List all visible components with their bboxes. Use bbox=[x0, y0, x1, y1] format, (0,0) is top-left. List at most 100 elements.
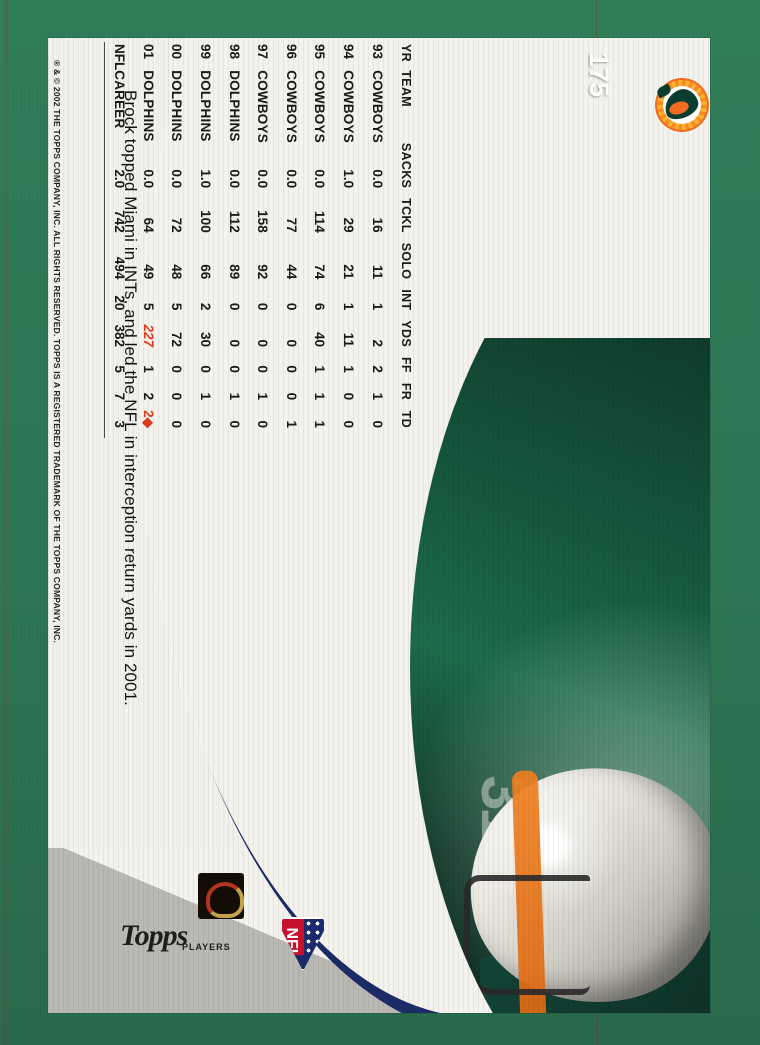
table-row: 93 COWBOYS 0.0 16 11 1 2 2 1 0 bbox=[363, 42, 392, 438]
cell-fr: 0 bbox=[169, 392, 185, 401]
cell-tckl: 742 bbox=[112, 210, 128, 233]
cell-yds: 382 bbox=[112, 324, 128, 347]
cell-yds: 11 bbox=[341, 332, 357, 347]
cell-yds: 30 bbox=[198, 331, 214, 347]
cell-team: COWBOYS bbox=[283, 70, 299, 143]
cell-int: 20 bbox=[112, 295, 128, 311]
cell-yr: 99 bbox=[198, 44, 214, 60]
cell-tckl: 77 bbox=[283, 217, 299, 233]
col-td: TD bbox=[398, 410, 413, 429]
cell-int: 0 bbox=[283, 302, 299, 311]
cell-team: DOLPHINS bbox=[198, 70, 214, 142]
cell-td: 0 bbox=[341, 420, 357, 429]
cell-solo: 49 bbox=[140, 264, 156, 280]
cell-int: 1 bbox=[341, 302, 357, 311]
stats-table-body: 93 COWBOYS 0.0 16 11 1 2 2 1 0 94 COWBOYS 1.0 29 21 1 11… bbox=[104, 42, 392, 439]
col-yds: YDS bbox=[398, 320, 413, 347]
cell-yr: 97 bbox=[255, 44, 271, 60]
cell-int: 5 bbox=[140, 302, 156, 311]
cell-ff: 0 bbox=[283, 365, 299, 373]
cell-sacks: 0.0 bbox=[169, 169, 185, 189]
cell-solo: 494 bbox=[112, 256, 128, 280]
cell-yds: 0 bbox=[283, 339, 299, 347]
cell-fr: 2 bbox=[140, 392, 156, 401]
cell-int: 0 bbox=[226, 302, 242, 311]
stats-table-head: YR TEAM SACKS TCKL SOLO INT YDS FF FR TD bbox=[391, 42, 420, 438]
cell-team: COWBOYS bbox=[369, 70, 385, 143]
cell-td: 0 bbox=[169, 420, 185, 429]
table-row: 95 COWBOYS 0.0 114 74 6 40 1 1 1 bbox=[306, 42, 335, 438]
col-ff: FF bbox=[398, 356, 413, 373]
cell-yds: 40 bbox=[312, 331, 328, 347]
cell-ff: 0 bbox=[255, 365, 271, 373]
stats-header-row: YR TEAM SACKS TCKL SOLO INT YDS FF FR TD bbox=[391, 42, 420, 438]
cell-ff: 5 bbox=[112, 365, 128, 373]
cell-yr: 00 bbox=[169, 44, 185, 60]
cell-yds: 227 bbox=[140, 324, 156, 347]
cell-team: COWBOYS bbox=[312, 70, 328, 143]
card-face: 31 Brock Marion Safety Ht: 5'11" Wt: 205… bbox=[48, 38, 710, 1013]
cell-team: CAREER bbox=[112, 70, 128, 129]
cell-solo: 89 bbox=[226, 264, 242, 280]
cell-yr: 01 bbox=[140, 44, 156, 60]
cell-yr: NFL bbox=[112, 44, 128, 71]
cell-fr: 1 bbox=[369, 392, 385, 401]
col-yr: YR bbox=[398, 44, 413, 62]
col-sacks: SACKS bbox=[398, 142, 413, 189]
cell-team: DOLPHINS bbox=[140, 70, 156, 142]
cell-yr: 95 bbox=[312, 44, 328, 60]
cell-tckl: 29 bbox=[341, 217, 357, 233]
cell-tckl: 114 bbox=[312, 210, 328, 233]
cell-tckl: 64 bbox=[140, 217, 156, 233]
cell-sacks: 0.0 bbox=[255, 169, 271, 189]
col-fr: FR bbox=[398, 382, 413, 401]
cell-fr: 1 bbox=[226, 392, 242, 401]
cell-sacks: 1.0 bbox=[198, 169, 214, 189]
nfl-shield-icon: NFL bbox=[280, 917, 326, 971]
cell-solo: 66 bbox=[198, 264, 214, 280]
table-row: 01 DOLPHINS 0.0 64 49 5 227 1 2 2◆ bbox=[134, 42, 163, 438]
cell-td: 1 bbox=[312, 420, 328, 429]
cell-ff: 1 bbox=[341, 365, 357, 373]
cell-ff: 1 bbox=[312, 365, 328, 373]
cell-td: 0 bbox=[198, 420, 214, 429]
cell-ff: 0 bbox=[169, 365, 185, 373]
cell-int: 1 bbox=[369, 302, 385, 311]
cell-solo: 44 bbox=[283, 264, 299, 280]
table-row: 94 COWBOYS 1.0 29 21 1 11 1 0 0 bbox=[334, 42, 363, 438]
table-row: 99 DOLPHINS 1.0 100 66 2 30 0 1 0 bbox=[191, 42, 220, 438]
cell-yds: 2 bbox=[369, 339, 385, 347]
cell-sacks: 1.0 bbox=[341, 169, 357, 189]
cell-sacks: 0.0 bbox=[283, 169, 299, 189]
cell-solo: 48 bbox=[169, 264, 185, 280]
player-photo: 31 bbox=[410, 338, 710, 1013]
cell-int: 0 bbox=[255, 302, 271, 311]
topps-logo: Topps bbox=[120, 919, 188, 952]
cell-tckl: 72 bbox=[169, 217, 185, 233]
cell-ff: 0 bbox=[198, 365, 214, 373]
cell-yds: 0 bbox=[255, 339, 271, 347]
cell-ff: 1 bbox=[140, 365, 156, 373]
cell-yds: 72 bbox=[169, 331, 185, 347]
cell-solo: 74 bbox=[312, 264, 328, 280]
table-row: 97 COWBOYS 0.0 158 92 0 0 0 1 0 bbox=[248, 42, 277, 438]
players-inc-badge bbox=[198, 873, 244, 919]
topps-wordmark: Topps bbox=[120, 919, 188, 952]
cell-team: COWBOYS bbox=[341, 70, 357, 143]
cell-sacks: 0.0 bbox=[369, 169, 385, 189]
cell-td: 2◆ bbox=[141, 410, 157, 429]
cell-td: 0 bbox=[369, 420, 385, 429]
cell-tckl: 16 bbox=[369, 217, 385, 233]
facemask bbox=[464, 875, 590, 995]
cell-td: 0 bbox=[226, 420, 242, 429]
cell-fr: 1 bbox=[255, 392, 271, 401]
border-seam-left bbox=[6, 0, 7, 1045]
cell-yr: 93 bbox=[369, 44, 385, 60]
col-solo: SOLO bbox=[398, 242, 413, 280]
table-row: NFL CAREER 2.0 742 494 20 382 5 7 3 bbox=[104, 42, 135, 439]
cell-team: DOLPHINS bbox=[226, 70, 242, 142]
dolphins-logo-icon bbox=[655, 78, 709, 132]
cell-sacks: 2.0 bbox=[112, 169, 128, 189]
copyright-text: ® & © 2002 THE TOPPS COMPANY, INC. ALL R… bbox=[52, 60, 62, 644]
